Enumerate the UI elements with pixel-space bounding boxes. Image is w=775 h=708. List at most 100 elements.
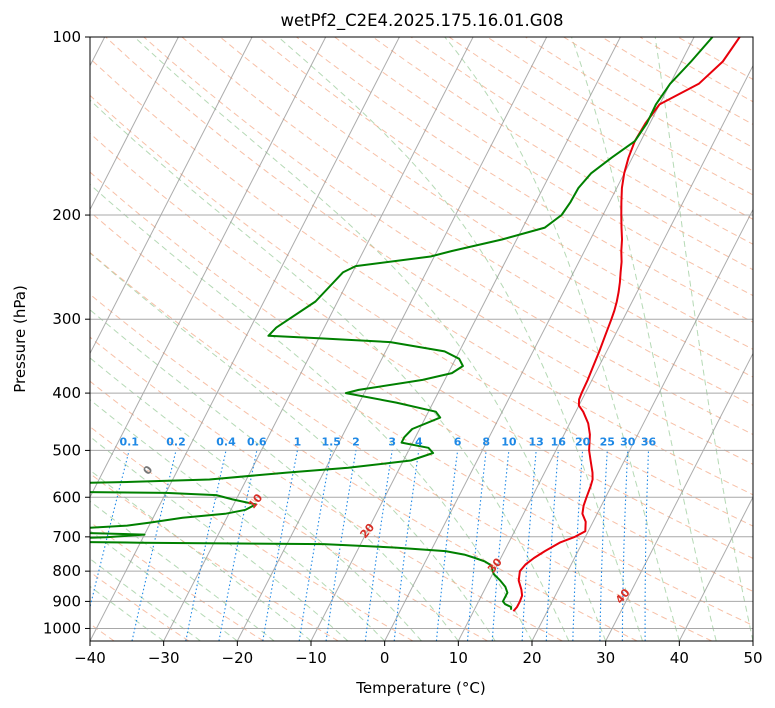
y-tick-label: 800 (52, 562, 81, 580)
y-axis-ticks: 100 200 300 400 500 600 700 800 900 1000 (43, 28, 90, 637)
dry-adiabat-line (105, 37, 753, 465)
mixing-ratio-line (435, 450, 459, 641)
x-tick-label: 50 (743, 649, 762, 667)
x-tick-label: 30 (596, 649, 615, 667)
isotherm-lines (90, 37, 753, 641)
dry-adiabat-line (90, 57, 753, 496)
mixing-ratio-label: 6 (454, 435, 462, 448)
dry-adiabat-line (181, 37, 753, 406)
mixing-ratio-line (131, 450, 177, 641)
moist-adiabat-line (571, 37, 717, 641)
mixing-ratio-line (393, 450, 420, 641)
mixing-ratio-label: 0.4 (216, 435, 236, 448)
dry-adiabat-line (90, 472, 339, 641)
chart-title: wetPf2_C2E4.2025.175.16.01.G08 (280, 11, 563, 31)
isotherm-line (90, 37, 179, 211)
mixing-ratio-label: 16 (551, 435, 567, 448)
mixing-ratio-line (466, 450, 487, 641)
isopleth-labels: 0.10.20.40.611.52346810131620253036-100-… (119, 435, 657, 606)
moist-adiabat-line (90, 585, 164, 641)
mixing-ratio-label: 2 (352, 435, 360, 448)
mixing-ratio-label: 20 (575, 435, 591, 448)
isotherm-line (678, 496, 753, 641)
x-tick-label: −10 (295, 649, 327, 667)
y-tick-label: 300 (52, 310, 81, 328)
moist-adiabat-line (90, 558, 201, 641)
y-tick-label: 400 (52, 384, 81, 402)
mixing-ratio-label: 4 (415, 435, 423, 448)
y-tick-label: 1000 (43, 619, 81, 637)
moist-adiabat-line (444, 37, 680, 641)
mixing-ratio-label: 1.5 (321, 435, 341, 448)
isotherm-line (90, 37, 400, 641)
mixing-ratio-line (90, 450, 130, 610)
x-tick-label: −20 (222, 649, 254, 667)
x-tick-label: 40 (670, 649, 689, 667)
x-tick-label: 10 (449, 649, 468, 667)
mixing-ratio-line (325, 450, 357, 641)
x-tick-label: −40 (74, 649, 106, 667)
dry-adiabat-line (296, 37, 753, 323)
mixing-ratio-label: 0.6 (247, 435, 267, 448)
y-axis-label: Pressure (hPa) (11, 285, 29, 393)
y-tick-label: 500 (52, 441, 81, 459)
mixing-ratio-label: 10 (501, 435, 517, 448)
x-axis-ticks: −40 −30 −20 −10 0 10 20 30 40 50 (74, 641, 763, 667)
dry-adiabat-line (90, 293, 638, 641)
isotherm-line (310, 37, 621, 641)
moist-adiabat-line (90, 183, 533, 641)
dry-adiabat-line (90, 171, 753, 592)
isotherm-line (384, 37, 695, 641)
dry-adiabat-line (90, 380, 488, 641)
mixing-ratio-label: 1 (294, 435, 302, 448)
moist-adiabat-line (90, 309, 459, 641)
dry-adiabat-line (90, 426, 414, 641)
mixing-ratio-label: 13 (529, 435, 544, 448)
y-tick-label: 200 (52, 206, 81, 224)
moist-adiabat-line (90, 469, 312, 641)
mixing-ratio-label: 3 (388, 435, 396, 448)
y-tick-label: 600 (52, 488, 81, 506)
mixing-ratio-label: 25 (600, 435, 615, 448)
isotherm-line (457, 64, 753, 641)
moist-adiabat-line (654, 37, 753, 641)
moist-adiabat-line (90, 252, 496, 641)
dry-adiabat-line (90, 94, 753, 527)
dry-adiabat-line (334, 37, 753, 297)
y-tick-label: 700 (52, 528, 81, 546)
mixing-ratio-label: 36 (641, 435, 657, 448)
dry-adiabat-lines (90, 37, 753, 641)
moist-adiabat-line (134, 37, 607, 641)
moist-adiabat-lines (90, 37, 753, 641)
mixing-ratio-label: 0.2 (166, 435, 186, 448)
dry-adiabat-line (90, 211, 753, 627)
y-tick-label: 900 (52, 592, 81, 610)
dry-adiabat-line (143, 37, 753, 436)
x-tick-label: −30 (148, 649, 180, 667)
dry-adiabat-line (90, 571, 190, 641)
plot-frame (89, 36, 754, 642)
mixing-ratio-label: 0.1 (119, 435, 139, 448)
mixing-ratio-line (364, 450, 393, 641)
x-axis-label: Temperature (°C) (355, 679, 485, 697)
isotherm-line (90, 37, 327, 499)
mixing-ratio-line (298, 450, 332, 641)
sounding-series (90, 37, 741, 612)
y-tick-label: 100 (52, 28, 81, 46)
isotherm-line (531, 208, 753, 641)
moist-adiabat-line (90, 529, 238, 641)
mixing-ratio-label: 8 (482, 435, 490, 448)
isotherm-line (605, 352, 753, 641)
isotherm-line (90, 37, 253, 355)
moist-adiabat-line (90, 99, 570, 641)
isotherm-line (236, 37, 548, 641)
mixing-ratio-label: 30 (620, 435, 636, 448)
moist-adiabat-line (90, 436, 349, 641)
plot-area: 0.10.20.40.611.52346810131620253036-100-… (90, 37, 753, 641)
dry-adiabat-line (90, 251, 712, 641)
dewpoint-profile-line (90, 37, 714, 610)
x-tick-label: 0 (380, 649, 390, 667)
x-tick-label: 20 (522, 649, 541, 667)
